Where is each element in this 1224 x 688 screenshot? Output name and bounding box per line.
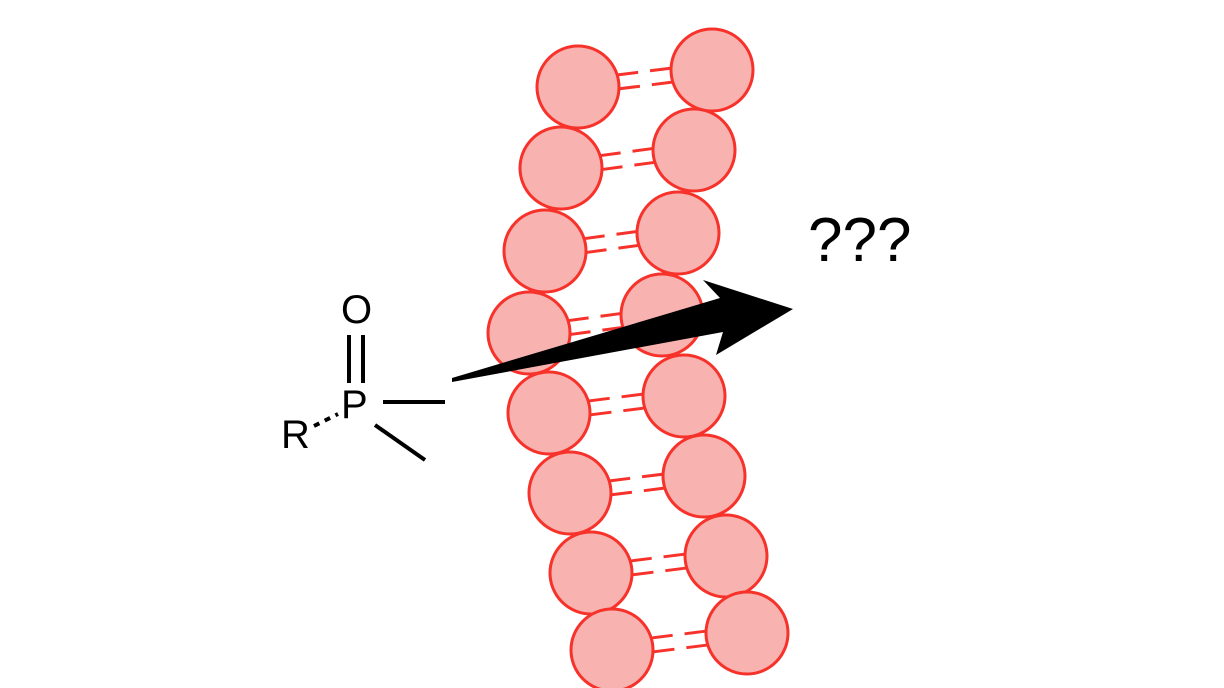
oxygen-atom-label: O <box>341 288 372 333</box>
r-group-label: R <box>281 413 310 458</box>
question-marks-label: ??? <box>808 205 911 276</box>
molecule-bonds-svg <box>0 0 1224 688</box>
phosphorus-atom-label: P <box>341 383 368 428</box>
phosphonate-bonds <box>314 335 445 460</box>
chemical-bond <box>375 425 425 460</box>
diagram-canvas: O P R ??? <box>0 0 1224 688</box>
chemical-bond <box>314 414 338 426</box>
